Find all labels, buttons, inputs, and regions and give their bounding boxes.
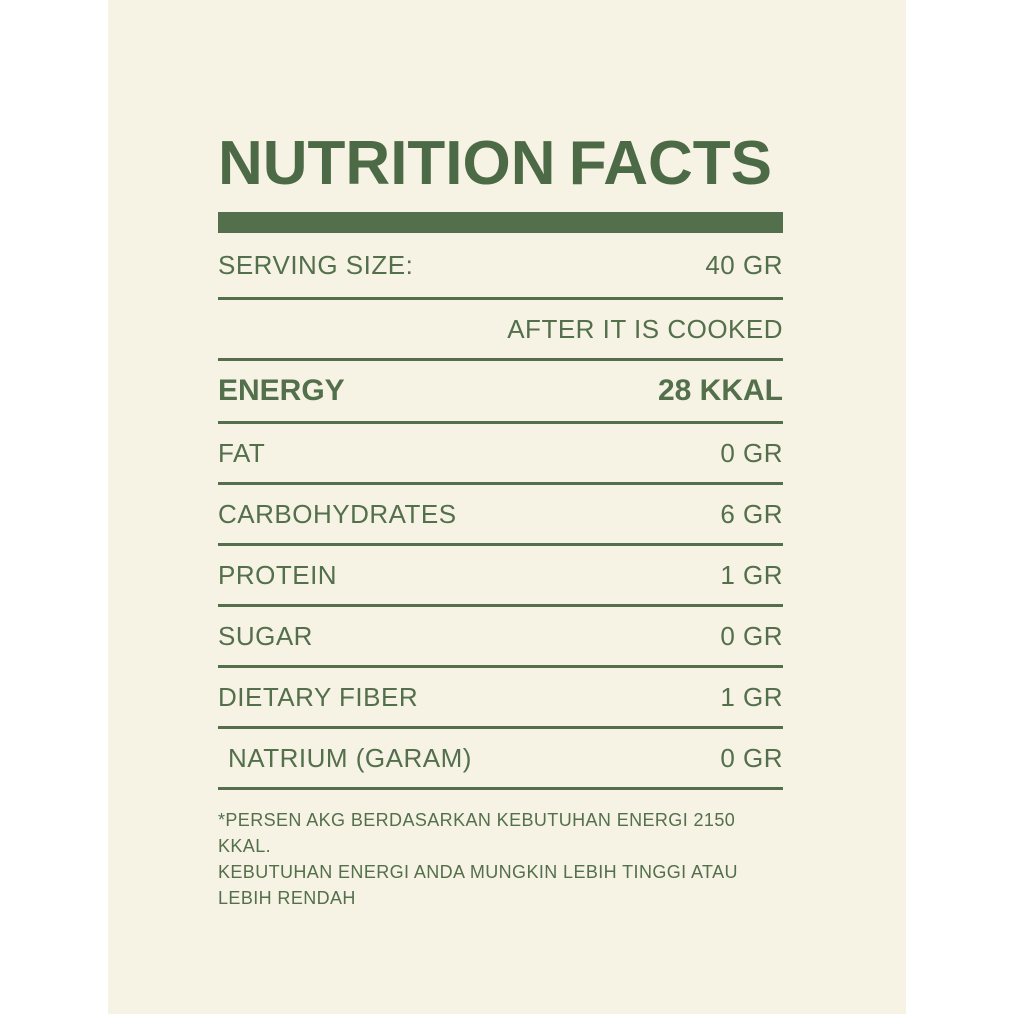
footnote-line: KEBUTUHAN ENERGI ANDA MUNGKIN LEBIH TING… [218,862,738,882]
row-label: DIETARY FIBER [218,681,419,712]
footnote: *PERSEN AKG BERDASARKAN KEBUTUHAN ENERGI… [218,807,783,911]
row-protein: PROTEIN 1 GR [218,546,783,607]
footnote-line: LEBIH RENDAH [218,888,356,908]
row-value: AFTER IT IS COOKED [507,313,783,344]
row-energy: ENERGY 28 KKAL [218,361,783,424]
row-value: 0 GR [720,742,783,773]
row-label: NATRIUM (GARAM) [228,742,472,773]
row-cooked-note: AFTER IT IS COOKED [218,300,783,361]
row-value: 0 GR [720,437,783,468]
row-label: SUGAR [218,620,313,651]
row-label: FAT [218,437,266,468]
row-dietary-fiber: DIETARY FIBER 1 GR [218,668,783,729]
row-label: SERVING SIZE: [218,249,414,280]
row-serving-size: SERVING SIZE: 40 GR [218,233,783,300]
row-label: PROTEIN [218,559,338,590]
row-natrium: NATRIUM (GARAM) 0 GR [218,729,783,790]
row-value: 40 GR [705,249,783,280]
row-label: CARBOHYDRATES [218,498,457,529]
title-divider-bar [218,212,783,233]
row-value: 0 GR [720,620,783,651]
row-value: 28 KKAL [657,374,783,407]
page-title: NUTRITION FACTS [218,129,772,198]
row-value: 1 GR [720,681,783,712]
nutrition-table: SERVING SIZE: 40 GR AFTER IT IS COOKED E… [218,233,783,790]
row-carbohydrates: CARBOHYDRATES 6 GR [218,485,783,546]
row-label: ENERGY [218,374,345,407]
row-fat: FAT 0 GR [218,424,783,485]
label-content: NUTRITION FACTS SERVING SIZE: 40 GR AFTE… [218,0,783,911]
row-value: 6 GR [720,498,783,529]
row-sugar: SUGAR 0 GR [218,607,783,668]
label-panel: NUTRITION FACTS SERVING SIZE: 40 GR AFTE… [108,0,906,1014]
footnote-line: *PERSEN AKG BERDASARKAN KEBUTUHAN ENERGI… [218,810,736,856]
row-value: 1 GR [720,559,783,590]
